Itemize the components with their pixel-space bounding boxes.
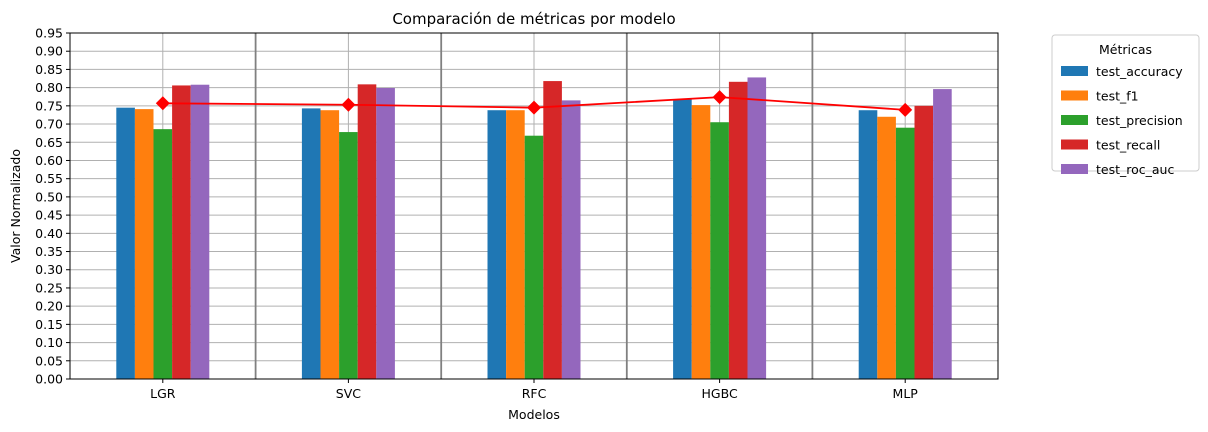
legend-label-test_precision: test_precision [1096, 113, 1183, 128]
y-tick-label: 0.20 [35, 299, 63, 314]
y-tick-label: 0.25 [35, 280, 63, 295]
bar-test_recall-MLP [914, 105, 934, 379]
legend-label-test_roc_auc: test_roc_auc [1096, 162, 1174, 177]
mean-marker-LGR [155, 96, 170, 111]
legend-swatch-test_accuracy [1061, 66, 1088, 76]
x-tick-label: LGR [150, 386, 176, 401]
y-tick-label: 0.60 [35, 153, 63, 168]
x-tick-label: RFC [522, 386, 547, 401]
y-tick-label: 0.30 [35, 262, 63, 277]
bar-test_roc_auc-MLP [933, 89, 952, 379]
chart-title: Comparación de métricas por modelo [392, 10, 675, 28]
bar-test_f1-RFC [506, 110, 525, 379]
y-tick-label: 0.70 [35, 117, 63, 132]
y-tick-label: 0.90 [35, 44, 63, 59]
bar-test_roc_auc-SVC [376, 87, 395, 379]
y-tick-label: 0.85 [35, 62, 63, 77]
legend-swatch-test_f1 [1061, 90, 1088, 101]
y-tick-label: 0.80 [35, 80, 63, 95]
legend-label-test_accuracy: test_accuracy [1096, 64, 1183, 79]
bar-test_accuracy-HGBC [673, 99, 692, 379]
x-axis-label: Modelos [508, 407, 560, 422]
y-tick-label: 0.50 [35, 189, 63, 204]
bar-test_accuracy-RFC [487, 110, 507, 379]
mean-marker-HGBC [712, 90, 727, 105]
bar-test_precision-MLP [895, 127, 915, 380]
legend-swatch-test_precision [1061, 115, 1088, 125]
bar-test_accuracy-MLP [858, 110, 878, 379]
y-tick-label: 0.35 [35, 244, 63, 259]
y-tick-label: 0.75 [35, 98, 63, 113]
y-tick-label: 0.45 [35, 208, 63, 223]
bar-test_f1-SVC [320, 110, 340, 379]
bar-test_recall-HGBC [728, 81, 748, 380]
bar-test_roc_auc-HGBC [747, 77, 767, 379]
bar-test_f1-MLP [877, 116, 896, 379]
bar-test_precision-LGR [153, 129, 173, 379]
bar-test_roc_auc-LGR [190, 84, 210, 379]
bar-test_precision-RFC [524, 135, 544, 379]
legend-swatch-test_recall [1061, 139, 1088, 150]
x-tick-label: MLP [893, 386, 919, 401]
mean-marker-RFC [527, 100, 541, 115]
legend-box [1051, 34, 1200, 172]
y-tick-label: 0.65 [35, 135, 63, 150]
bar-test_precision-HGBC [710, 122, 729, 380]
y-tick-label: 0.55 [35, 171, 63, 186]
mean-marker-SVC [341, 97, 356, 112]
bar-test_roc_auc-RFC [561, 100, 581, 380]
legend-label-test_recall: test_recall [1096, 138, 1160, 153]
y-tick-label: 0.95 [35, 26, 63, 41]
y-tick-label: 0.10 [35, 335, 63, 350]
legend-swatch-test_roc_auc [1061, 164, 1088, 174]
y-tick-label: 0.05 [35, 353, 63, 368]
bar-test_f1-LGR [134, 109, 154, 380]
legend-label-test_f1: test_f1 [1096, 89, 1139, 104]
y-axis-label: Valor Normalizado [8, 149, 23, 263]
y-tick-label: 0.00 [35, 372, 63, 387]
bar-test_recall-SVC [357, 84, 377, 379]
legend-title: Métricas [1099, 42, 1152, 57]
bar-test_recall-LGR [172, 85, 191, 379]
y-tick-label: 0.15 [35, 317, 63, 332]
bar-test_accuracy-LGR [116, 107, 135, 380]
bar-test_accuracy-SVC [301, 108, 321, 380]
bar-test_f1-HGBC [691, 105, 711, 380]
bar-test_precision-SVC [339, 132, 358, 379]
mean-marker-MLP [898, 102, 913, 117]
x-tick-label: HGBC [702, 386, 738, 401]
bar-test_recall-RFC [543, 81, 562, 379]
y-tick-label: 0.40 [35, 226, 63, 241]
x-tick-label: SVC [336, 386, 361, 401]
